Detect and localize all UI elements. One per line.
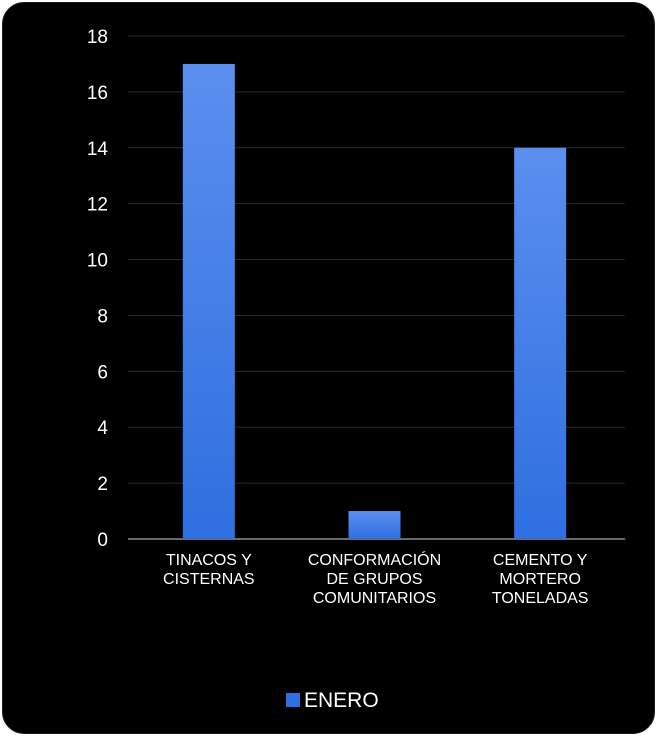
y-tick-label: 18: [87, 27, 108, 48]
legend-label: ENERO: [304, 689, 379, 712]
bar-enero-2: [514, 147, 567, 539]
bar-enero-1: [348, 511, 401, 539]
x-axis-category-labels: TINACOS Y CISTERNAS CONFORMACIÓN DE GRUPOS C…: [163, 550, 588, 607]
y-tick-label: 6: [97, 362, 108, 383]
x-category-label: TINACOS Y CISTERNAS: [163, 552, 255, 588]
y-tick-label: 4: [97, 418, 108, 439]
y-tick-label: 14: [87, 139, 109, 160]
y-axis-ticks: 0 2 4 6 8 10 12 14 16 18: [87, 27, 109, 551]
y-tick-label: 8: [97, 306, 108, 327]
y-tick-label: 16: [87, 83, 108, 104]
x-category-label: CEMENTO Y MORTERO TONELADAS: [492, 552, 589, 607]
y-tick-label: 10: [87, 251, 108, 272]
bar-enero-0: [182, 63, 235, 539]
legend: ENERO: [286, 689, 379, 712]
y-tick-label: 0: [97, 530, 108, 551]
y-tick-label: 2: [97, 474, 108, 495]
bar-chart: 0 2 4 6 8 10 12 14 16 18 TINACOS Y CISTERNAS CONFOR…: [87, 27, 625, 712]
y-tick-label: 12: [87, 195, 108, 216]
x-category-label: CONFORMACIÓN DE GRUPOS COMUNITARIOS: [308, 550, 441, 607]
bars: [182, 63, 567, 539]
legend-swatch: [286, 693, 300, 707]
